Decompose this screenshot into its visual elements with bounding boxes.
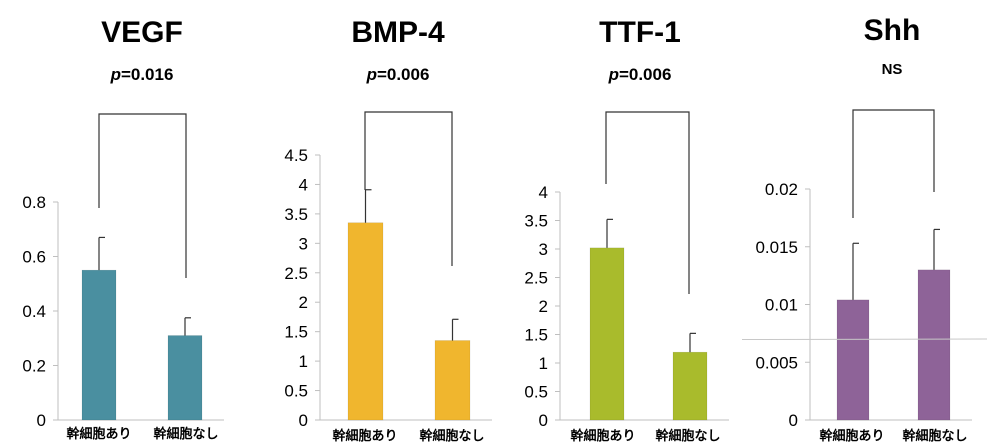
y-tick-label: 0.015 bbox=[755, 238, 798, 257]
category-label: 幹細胞あり bbox=[66, 426, 131, 441]
bars bbox=[81, 113, 203, 421]
y-tick-label: 2.5 bbox=[284, 264, 308, 283]
y-tick-label: 0 bbox=[37, 411, 46, 430]
p-value-label: p=0.006 bbox=[366, 65, 430, 84]
y-tick-label: 2 bbox=[539, 297, 548, 316]
category-label: 幹細胞あり bbox=[570, 428, 635, 442]
significance-bracket bbox=[852, 109, 935, 218]
y-tick-label: 3.5 bbox=[284, 205, 308, 224]
bar bbox=[672, 351, 708, 421]
panel-bmp4: BMP-4 p=0.006 0 0.5 1 1.5 2 2.5 3 3.5 4 4.5 幹細胞あり… bbox=[284, 16, 492, 442]
category-label: 幹細胞なし bbox=[153, 426, 218, 441]
category-label: 幹細胞なし bbox=[655, 428, 720, 442]
significance-label: NS bbox=[882, 61, 903, 78]
y-tick-label: 2 bbox=[299, 293, 308, 312]
bar bbox=[917, 269, 951, 421]
y-tick-label: 0 bbox=[789, 411, 798, 430]
y-tick-label: 0.5 bbox=[524, 383, 548, 402]
y-tick-label: 0.005 bbox=[755, 353, 798, 372]
y-tick-label: 0.4 bbox=[22, 302, 46, 321]
bar bbox=[81, 269, 117, 421]
bars bbox=[836, 109, 951, 421]
p-symbol: p bbox=[366, 65, 377, 84]
bars bbox=[589, 111, 708, 421]
category-label: 幹細胞あり bbox=[819, 428, 884, 442]
panel-title: BMP-4 bbox=[351, 16, 445, 49]
bar bbox=[836, 299, 870, 421]
panel-ttf1: TTF-1 p=0.006 0 0.5 1 1.5 2 2.5 3 3.5 4 幹細胞あり 幹細… bbox=[524, 16, 729, 442]
y-tick-label: 1.5 bbox=[284, 323, 308, 342]
p-symbol: p bbox=[608, 65, 619, 84]
y-tick-label: 0.6 bbox=[22, 248, 46, 267]
p-value: =0.006 bbox=[377, 65, 429, 84]
y-tick-label: 3.5 bbox=[524, 212, 548, 231]
y-tick-label: 1.5 bbox=[524, 326, 548, 345]
bar bbox=[167, 335, 203, 421]
y-tick-label: 4 bbox=[539, 183, 548, 202]
panel-shh: Shh NS 0 0.005 0.01 0.015 0.02 幹細胞あり 幹細胞なし bbox=[755, 14, 972, 442]
y-tick-label: 0.5 bbox=[284, 382, 308, 401]
y-tick-label: 3 bbox=[299, 234, 308, 253]
category-label: 幹細胞あり bbox=[332, 428, 397, 442]
bar bbox=[434, 340, 471, 421]
y-tick-label: 0.02 bbox=[765, 180, 798, 199]
p-value-label: p=0.006 bbox=[608, 65, 672, 84]
significance-bracket bbox=[364, 111, 453, 266]
panel-title: VEGF bbox=[101, 16, 183, 49]
p-symbol: p bbox=[110, 65, 121, 84]
y-tick-label: 4.5 bbox=[284, 146, 308, 165]
category-label: 幹細胞なし bbox=[419, 428, 484, 442]
p-value-label: p=0.016 bbox=[110, 65, 174, 84]
y-tick-label: 3 bbox=[539, 240, 548, 259]
panel-title: Shh bbox=[864, 14, 921, 47]
bar bbox=[589, 247, 625, 421]
y-tick-label: 1 bbox=[299, 352, 308, 371]
y-tick-label: 1 bbox=[539, 354, 548, 373]
panel-vegf: VEGF p=0.016 0 0.2 0.4 0.6 0.8 幹細胞あり 幹細胞なし bbox=[22, 16, 224, 441]
panel-title: TTF-1 bbox=[599, 16, 681, 49]
p-value: =0.006 bbox=[619, 65, 671, 84]
significance-bracket bbox=[605, 111, 690, 294]
axes: 0 0.2 0.4 0.6 0.8 bbox=[22, 193, 224, 430]
axes: 0 0.5 1 1.5 2 2.5 3 3.5 4 4.5 bbox=[284, 146, 492, 430]
y-tick-label: 4 bbox=[299, 175, 308, 194]
y-tick-label: 0 bbox=[539, 411, 548, 430]
significance-bracket bbox=[98, 113, 187, 278]
y-tick-label: 0.8 bbox=[22, 193, 46, 212]
y-tick-label: 2.5 bbox=[524, 269, 548, 288]
axes: 0 0.005 0.01 0.015 0.02 bbox=[755, 180, 972, 430]
p-value: =0.016 bbox=[121, 65, 173, 84]
y-tick-label: 0.2 bbox=[22, 357, 46, 376]
bars bbox=[347, 111, 471, 421]
bar bbox=[347, 222, 384, 421]
y-tick-label: 0 bbox=[299, 411, 308, 430]
category-label: 幹細胞なし bbox=[902, 428, 967, 442]
reference-line bbox=[741, 338, 987, 340]
y-tick-label: 0.01 bbox=[765, 296, 798, 315]
